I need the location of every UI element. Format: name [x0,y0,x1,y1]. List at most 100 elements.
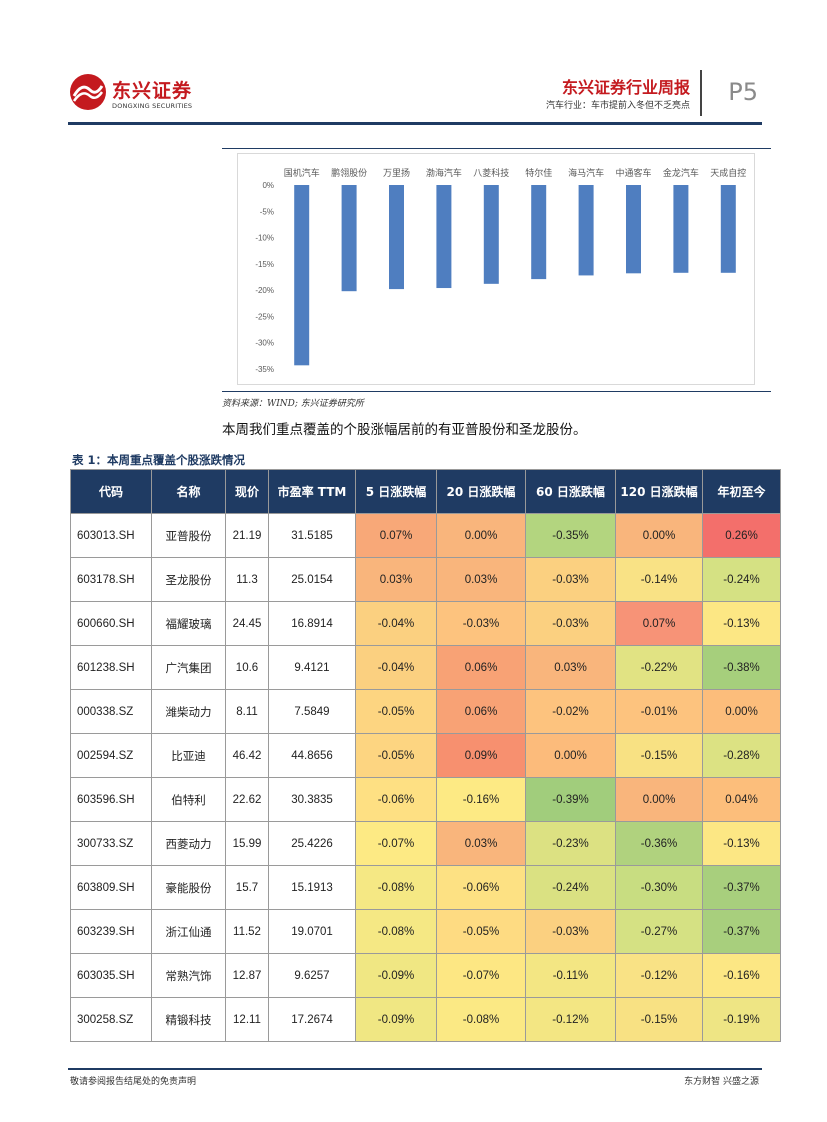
y-tick-label: -35% [255,365,274,374]
header-divider [700,70,702,116]
table-cell: -0.36% [615,821,703,866]
table-cell: 15.7 [225,865,269,910]
table-cell: -0.03% [525,909,616,954]
bar [720,185,736,273]
column-header: 现价 [225,469,269,514]
table-row: 300258.SZ 精锻科技 12.11 17.2674 -0.09% -0.08% -0.… [70,997,781,1042]
table-cell: -0.04% [355,601,437,646]
table-cell: 22.62 [225,777,269,822]
table-cell: 0.07% [615,601,703,646]
y-tick-label: -30% [255,339,274,348]
table-cell: 21.19 [225,513,269,558]
table-cell: 11.52 [225,909,269,954]
table-row: 600660.SH 福耀玻璃 24.45 16.8914 -0.04% -0.03% -0.… [70,601,781,646]
x-category-label: 金龙汽车 [663,167,699,179]
table-row: 002594.SZ 比亚迪 46.42 44.8656 -0.05% 0.09% 0.00%… [70,733,781,778]
table-cell: 11.3 [225,557,269,602]
table-cell: -0.37% [702,909,781,954]
table-row: 300733.SZ 西菱动力 15.99 25.4226 -0.07% 0.03% -0.2… [70,821,781,866]
table-cell: -0.22% [615,645,703,690]
y-tick-label: 0% [262,181,274,190]
x-category-label: 渤海汽车 [426,167,462,179]
table-cell: 0.03% [436,557,526,602]
bar [294,185,310,366]
stock-table: 代码 名称 现价 市盈率 TTM 5 日涨跌幅 20 日涨跌幅 60 日涨跌幅 120 日涨跌… [70,469,781,1042]
table-cell: -0.16% [702,953,781,998]
table-cell: 0.00% [702,689,781,734]
table-cell: 西菱动力 [151,821,226,866]
table-row: 603178.SH 圣龙股份 11.3 25.0154 0.03% 0.03% -0.03%… [70,557,781,602]
x-category-label: 中通客车 [615,167,651,179]
header-rule [68,122,762,125]
table-cell: -0.14% [615,557,703,602]
table-cell: 伯特利 [151,777,226,822]
column-header: 60 日涨跌幅 [525,469,616,514]
bar [673,185,689,273]
table-cell: -0.24% [525,865,616,910]
page-header: 东兴证券 DONGXING SECURITIES 东兴证券行业周报 汽车行业：车… [68,68,762,128]
table-cell: -0.13% [702,821,781,866]
table-cell: 9.4121 [268,645,356,690]
table-cell: -0.07% [436,953,526,998]
table-cell: 10.6 [225,645,269,690]
table-cell: -0.28% [702,733,781,778]
table-cell: 24.45 [225,601,269,646]
table-cell: 000338.SZ [70,689,152,734]
table-cell: 44.8656 [268,733,356,778]
table-cell: 0.07% [355,513,437,558]
table-cell: 浙江仙通 [151,909,226,954]
table-cell: 19.0701 [268,909,356,954]
table-row: 000338.SZ 潍柴动力 8.11 7.5849 -0.05% 0.06% -0.02%… [70,689,781,734]
column-header: 120 日涨跌幅 [615,469,703,514]
table-cell: -0.15% [615,733,703,778]
table-cell: 0.04% [702,777,781,822]
table-cell: 603013.SH [70,513,152,558]
chart-container: 0% -5% -10% -15% -20% -25% -30% -35% 国机汽车 鹏翎股份 万里扬… [222,148,771,392]
table-cell: 0.09% [436,733,526,778]
x-category-label: 海马汽车 [568,167,604,179]
table-cell: -0.15% [615,997,703,1042]
table-cell: -0.05% [436,909,526,954]
table-cell: -0.05% [355,733,437,778]
table-cell: 常熟汽饰 [151,953,226,998]
table-cell: 31.5185 [268,513,356,558]
table-cell: 12.11 [225,997,269,1042]
table-cell: -0.09% [355,997,437,1042]
column-header: 20 日涨跌幅 [436,469,526,514]
table-cell: 福耀玻璃 [151,601,226,646]
column-header: 5 日涨跌幅 [355,469,437,514]
table-cell: -0.37% [702,865,781,910]
table-cell: 比亚迪 [151,733,226,778]
table-row: 603809.SH 豪能股份 15.7 15.1913 -0.08% -0.06% -0.2… [70,865,781,910]
table-row: 603596.SH 伯特利 22.62 30.3835 -0.06% -0.16% -0.3… [70,777,781,822]
bar [389,185,404,290]
table-cell: -0.12% [525,997,616,1042]
table-cell: -0.02% [525,689,616,734]
y-tick-label: -20% [255,286,274,295]
x-category-label: 特尔佳 [525,167,552,179]
table-cell: 亚普股份 [151,513,226,558]
x-category-label: 天成自控 [710,167,746,179]
table-cell: -0.24% [702,557,781,602]
table-cell: 0.06% [436,689,526,734]
table-cell: -0.08% [436,997,526,1042]
table-cell: 002594.SZ [70,733,152,778]
table-cell: 15.1913 [268,865,356,910]
report-subtitle: 汽车行业：车市提前入冬但不乏亮点 [545,101,690,111]
bar [531,185,547,280]
bar [436,185,452,289]
footer-rule [68,1068,762,1070]
dongxing-logo-icon [70,74,106,110]
table-cell: -0.06% [436,865,526,910]
table-cell: -0.04% [355,645,437,690]
table-cell: 603596.SH [70,777,152,822]
table-row: 603013.SH 亚普股份 21.19 31.5185 0.07% 0.00% -0.35… [70,513,781,558]
table-row: 603035.SH 常熟汽饰 12.87 9.6257 -0.09% -0.07% -0.1… [70,953,781,998]
table-cell: -0.03% [525,557,616,602]
y-tick-label: -10% [255,234,274,243]
column-header: 市盈率 TTM [268,469,356,514]
table-row: 601238.SH 广汽集团 10.6 9.4121 -0.04% 0.06% 0.03% -… [70,645,781,690]
table-header-row: 代码 名称 现价 市盈率 TTM 5 日涨跌幅 20 日涨跌幅 60 日涨跌幅 120 日涨跌… [70,469,781,514]
bar [626,185,641,274]
table-cell: 8.11 [225,689,269,734]
